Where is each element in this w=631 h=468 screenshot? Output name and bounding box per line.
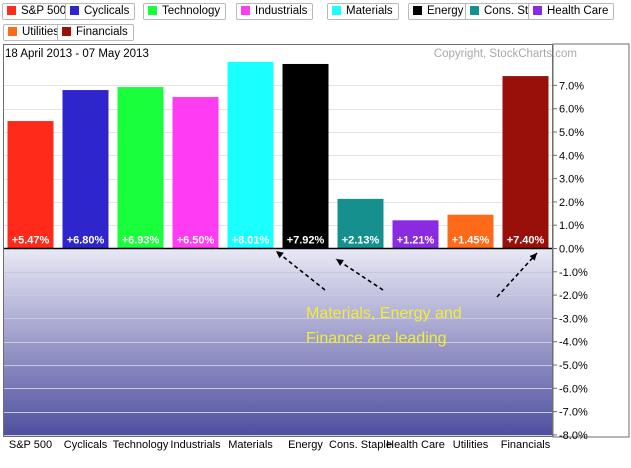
legend-swatch — [332, 6, 341, 15]
annotation-arrowhead — [529, 253, 537, 261]
x-tick-label: Materials — [228, 439, 273, 451]
bar — [172, 97, 219, 249]
y-tick-label: -1.0% — [559, 267, 588, 279]
data-label: +2.13% — [342, 235, 380, 247]
annotation-line-2: Finance are leading — [306, 330, 447, 347]
legend-item[interactable]: Cyclicals — [65, 3, 136, 20]
y-tick-label: -5.0% — [559, 360, 588, 372]
annotation-text: Materials, Energy and Finance are leadin… — [306, 301, 526, 351]
legend-swatch — [470, 6, 479, 15]
y-tick-label: 3.0% — [559, 174, 584, 186]
x-tick-label: Cons. Staple — [329, 439, 392, 451]
legend-label: Utilities — [22, 26, 60, 38]
legend-swatch — [70, 6, 79, 15]
legend-label: Financials — [76, 26, 128, 38]
legend-label: Energy — [427, 5, 464, 17]
legend-swatch — [8, 27, 17, 36]
y-tick-label: -4.0% — [559, 337, 588, 349]
date-range: 18 April 2013 - 07 May 2013 — [5, 48, 149, 60]
legend-item[interactable]: Utilities — [3, 24, 66, 41]
y-tick-label: 0.0% — [559, 244, 584, 256]
legend-item[interactable]: Industrials — [236, 3, 314, 20]
legend-label: Cyclicals — [84, 5, 130, 17]
legend-swatch — [533, 6, 542, 15]
data-label: +1.21% — [397, 235, 435, 247]
x-tick-label: Utilities — [453, 439, 489, 451]
y-tick-label: 4.0% — [559, 150, 584, 162]
x-tick-label: Financials — [501, 439, 551, 451]
annotation-arrowhead — [336, 259, 344, 266]
legend-swatch — [7, 6, 16, 15]
y-tick-label: 5.0% — [559, 127, 584, 139]
annotation-line-1: Materials, Energy and — [306, 305, 462, 322]
data-label: +6.93% — [122, 235, 160, 247]
x-tick-label: S&P 500 — [9, 439, 52, 451]
legend-label: Materials — [346, 5, 393, 17]
legend-label: Health Care — [547, 5, 609, 17]
data-label: +7.92% — [287, 235, 325, 247]
legend-item[interactable]: Technology — [143, 3, 227, 20]
legend-item[interactable]: Materials — [327, 3, 399, 20]
annotation-arrow — [335, 258, 384, 291]
data-label: +1.45% — [452, 235, 490, 247]
data-label: +6.50% — [177, 235, 215, 247]
legend-swatch — [148, 6, 157, 15]
legend-swatch — [62, 27, 71, 36]
x-tick-label: Energy — [288, 439, 323, 451]
annotation-arrowhead — [276, 251, 284, 259]
x-tick-label: Cyclicals — [64, 439, 108, 451]
annotation-arrow — [496, 252, 538, 298]
y-tick-label: -2.0% — [559, 290, 588, 302]
legend-item[interactable]: Health Care — [528, 3, 615, 20]
y-tick-label: -8.0% — [559, 430, 588, 442]
chart-legend: S&P 500 Cyclicals Technology Industrials Mat… — [0, 0, 631, 46]
legend-label: Industrials — [255, 5, 308, 17]
bar — [62, 90, 109, 249]
bar — [447, 214, 494, 249]
x-tick-label: Health Care — [386, 439, 445, 451]
y-tick-label: -6.0% — [559, 383, 588, 395]
x-tick-label: Industrials — [170, 439, 221, 451]
data-label: +7.40% — [507, 235, 545, 247]
data-label: +6.80% — [67, 235, 105, 247]
annotation-arrow — [275, 250, 326, 291]
bar — [7, 121, 54, 249]
bar — [392, 220, 439, 249]
legend-swatch — [413, 6, 422, 15]
x-tick-label: Technology — [113, 439, 169, 451]
legend-label: S&P 500 — [21, 5, 67, 17]
copyright-text: Copyright, StockCharts.com — [433, 48, 577, 60]
legend-swatch — [241, 6, 250, 15]
bar — [282, 63, 329, 249]
legend-label: Technology — [162, 5, 221, 17]
y-tick-label: -3.0% — [559, 313, 588, 325]
legend-item[interactable]: Financials — [57, 24, 134, 41]
legend-item[interactable]: S&P 500 — [2, 3, 73, 20]
bar — [227, 61, 274, 249]
data-label: +5.47% — [12, 235, 50, 247]
axis-frame — [552, 43, 630, 438]
y-tick-label: 7.0% — [559, 80, 584, 92]
y-tick-label: 6.0% — [559, 104, 584, 116]
y-tick-label: -7.0% — [559, 407, 588, 419]
bar — [502, 76, 549, 249]
data-label: +8.01% — [232, 235, 270, 247]
bar — [117, 87, 164, 249]
bar — [337, 198, 384, 249]
legend-item[interactable]: Energy — [408, 3, 470, 20]
y-tick-label: 2.0% — [559, 197, 584, 209]
y-tick-label: 1.0% — [559, 220, 584, 232]
